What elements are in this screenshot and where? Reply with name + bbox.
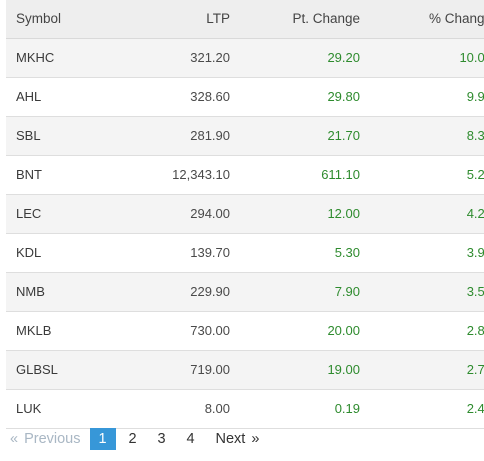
cell-pt-change: 19.00 bbox=[327, 362, 360, 377]
cell-symbol: MKLB bbox=[16, 323, 52, 338]
cell-pt-change: 0.19 bbox=[334, 401, 360, 416]
cell-pt-change: 20.00 bbox=[327, 323, 360, 338]
next-page-link[interactable]: Next » bbox=[216, 431, 260, 447]
table-row[interactable]: MKHC 321.20 29.20 10.00 bbox=[6, 38, 484, 77]
cell-pct-change: 2.82 bbox=[466, 323, 484, 338]
cell-pt-change: 29.20 bbox=[327, 50, 360, 65]
table-row[interactable]: NMB 229.90 7.90 3.56 bbox=[6, 272, 484, 311]
cell-pct-change: 8.34 bbox=[466, 128, 484, 143]
previous-label: Previous bbox=[24, 431, 81, 447]
cell-ltp: 294.00 bbox=[190, 206, 230, 221]
table-row[interactable]: AHL 328.60 29.80 9.97 bbox=[6, 77, 484, 116]
cell-symbol: KDL bbox=[16, 245, 42, 260]
cell-symbol: GLBSL bbox=[16, 362, 58, 377]
page-3-button[interactable]: 3 bbox=[157, 431, 166, 447]
table-row[interactable]: SBL 281.90 21.70 8.34 bbox=[6, 116, 484, 155]
cell-pct-change: 4.26 bbox=[466, 206, 484, 221]
table-row[interactable]: BNT 12,343.10 611.10 5.21 bbox=[6, 155, 484, 194]
cell-symbol: LUK bbox=[16, 401, 42, 416]
top-gainers-table: Symbol LTP Pt. Change % Change MKHC 321.… bbox=[6, 0, 484, 429]
cell-pct-change: 2.43 bbox=[466, 401, 484, 416]
double-chevron-left-icon: « bbox=[10, 431, 19, 447]
table-row[interactable]: KDL 139.70 5.30 3.94 bbox=[6, 233, 484, 272]
cell-pct-change: 2.71 bbox=[466, 362, 484, 377]
cell-pt-change: 21.70 bbox=[327, 128, 360, 143]
table-row[interactable]: MKLB 730.00 20.00 2.82 bbox=[6, 311, 484, 350]
cell-pct-change: 9.97 bbox=[466, 89, 484, 104]
cell-symbol: BNT bbox=[16, 167, 42, 182]
cell-ltp: 328.60 bbox=[190, 89, 230, 104]
cell-pt-change: 5.30 bbox=[334, 245, 360, 260]
double-chevron-right-icon: » bbox=[251, 431, 260, 447]
header-symbol[interactable]: Symbol bbox=[6, 0, 126, 39]
cell-ltp: 12,343.10 bbox=[172, 167, 230, 182]
cell-ltp: 730.00 bbox=[190, 323, 230, 338]
table-row[interactable]: LEC 294.00 12.00 4.26 bbox=[6, 194, 484, 233]
cell-symbol: LEC bbox=[16, 206, 42, 221]
previous-page-link: « Previous bbox=[10, 431, 81, 447]
cell-pct-change: 3.94 bbox=[466, 245, 484, 260]
cell-ltp: 139.70 bbox=[190, 245, 230, 260]
cell-ltp: 321.20 bbox=[190, 50, 230, 65]
page-1-button[interactable]: 1 bbox=[89, 428, 116, 450]
cell-ltp: 281.90 bbox=[190, 128, 230, 143]
cell-ltp: 229.90 bbox=[190, 284, 230, 299]
table-row[interactable]: GLBSL 719.00 19.00 2.71 bbox=[6, 350, 484, 389]
cell-pct-change: 10.00 bbox=[459, 50, 484, 65]
page-2-button[interactable]: 2 bbox=[128, 431, 137, 447]
header-pct-change[interactable]: % Change bbox=[370, 0, 484, 39]
table-header: Symbol LTP Pt. Change % Change bbox=[6, 0, 484, 39]
cell-pt-change: 611.10 bbox=[321, 167, 360, 182]
cell-symbol: SBL bbox=[16, 128, 41, 143]
cell-pct-change: 3.56 bbox=[466, 284, 484, 299]
cell-symbol: MKHC bbox=[16, 50, 55, 65]
gainers-table-container: Symbol LTP Pt. Change % Change MKHC 321.… bbox=[6, 0, 484, 429]
table-row[interactable]: LUK 8.00 0.19 2.43 bbox=[6, 389, 484, 428]
header-row: Symbol LTP Pt. Change % Change bbox=[6, 0, 484, 39]
cell-pt-change: 29.80 bbox=[327, 89, 360, 104]
cell-symbol: AHL bbox=[16, 89, 42, 104]
cell-pt-change: 7.90 bbox=[334, 284, 360, 299]
cell-pct-change: 5.21 bbox=[466, 167, 484, 182]
cell-symbol: NMB bbox=[16, 284, 45, 299]
pagination: « Previous 1 2 3 4 Next » bbox=[10, 428, 259, 450]
header-ltp[interactable]: LTP bbox=[126, 0, 240, 39]
cell-pt-change: 12.00 bbox=[327, 206, 360, 221]
cell-ltp: 719.00 bbox=[190, 362, 230, 377]
table-body: MKHC 321.20 29.20 10.00 AHL 328.60 29.80… bbox=[6, 38, 484, 428]
page-4-button[interactable]: 4 bbox=[186, 431, 195, 447]
header-pt-change[interactable]: Pt. Change bbox=[240, 0, 370, 39]
cell-ltp: 8.00 bbox=[204, 401, 230, 416]
next-label: Next bbox=[215, 431, 246, 447]
